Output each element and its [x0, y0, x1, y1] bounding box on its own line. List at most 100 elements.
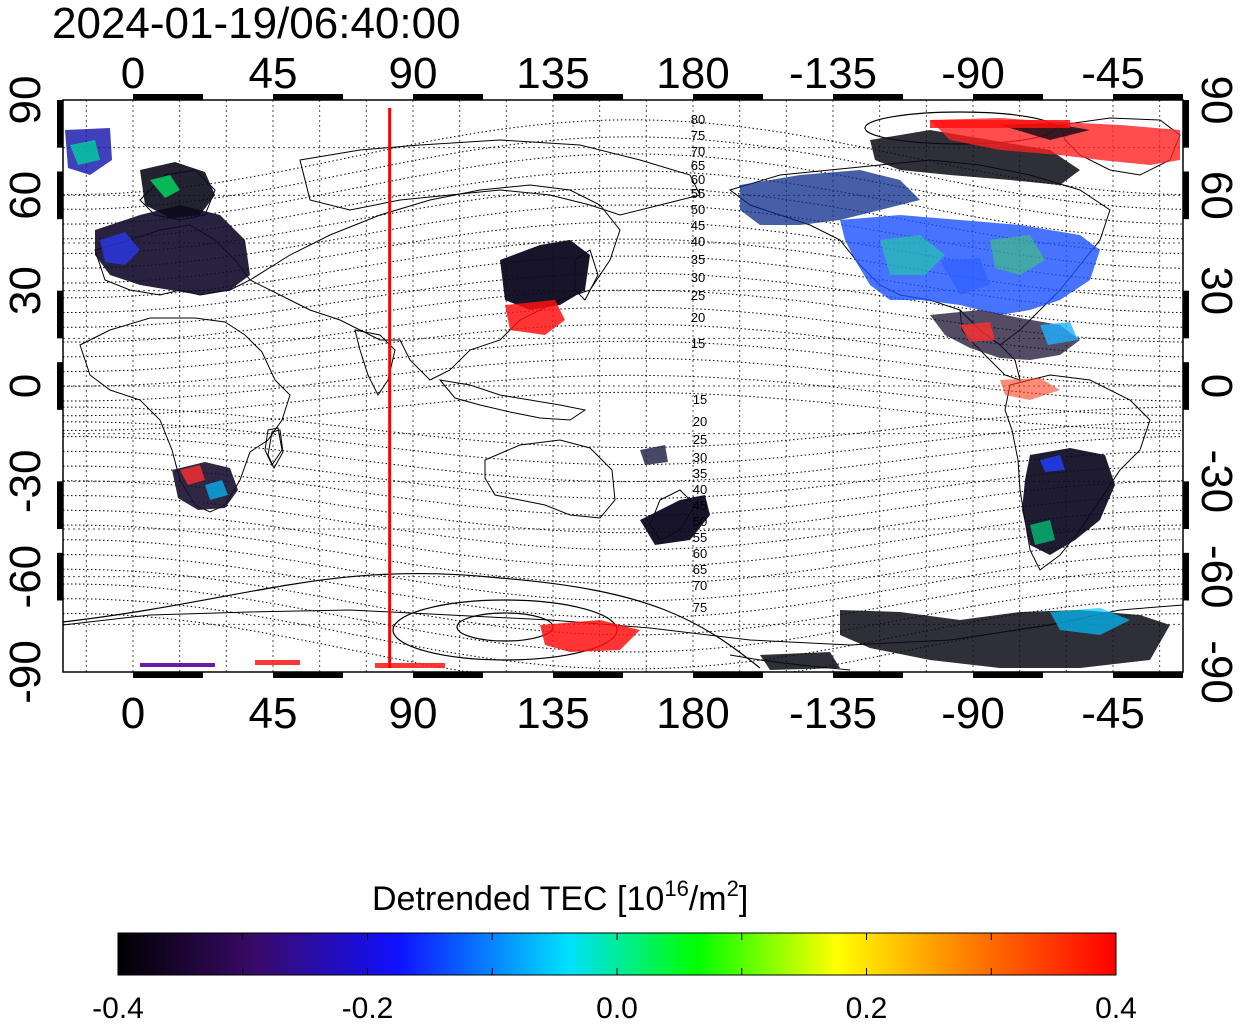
frame-bar-top — [833, 94, 903, 100]
y-tick-label-right: -60 — [1192, 545, 1240, 609]
x-tick-label-top: 0 — [121, 49, 145, 98]
y-tick-label-right: 90 — [1192, 76, 1240, 125]
frame-bar-bottom — [973, 672, 1043, 678]
frame-bar-left — [57, 100, 63, 148]
frame-bar-bottom — [833, 672, 903, 678]
x-tick-label-bottom: 135 — [516, 689, 589, 738]
y-tick-label-left: 0 — [1, 374, 50, 398]
frame-bar-left — [57, 481, 63, 529]
y-ticks-right: 90 60 30 0 -30 -60 -90 — [1192, 76, 1240, 704]
contour-label-south: 30 — [693, 450, 707, 465]
contour-label-south: 25 — [693, 432, 707, 447]
y-tick-label-left: 30 — [1, 266, 50, 315]
y-tick-label-right: 30 — [1192, 266, 1240, 315]
y-tick-label-right: -30 — [1192, 450, 1240, 514]
y-tick-label-right: 60 — [1192, 171, 1240, 220]
contour-line — [63, 539, 1183, 602]
frame-bar-bottom — [133, 672, 203, 678]
contour-label-north: 80 — [691, 112, 705, 127]
contour-label-north: 75 — [691, 128, 705, 143]
contour-line — [63, 598, 1183, 670]
frame-bar-top — [413, 94, 483, 100]
contour-line — [63, 554, 1183, 619]
south-contour-outer — [63, 572, 761, 669]
y-tick-label-left: -60 — [1, 545, 50, 609]
map-contents — [63, 100, 1183, 672]
contour-line — [63, 436, 1183, 483]
contour-label-south: 75 — [693, 600, 707, 615]
contour-label-north: 35 — [691, 252, 705, 267]
contour-label-north: 70 — [691, 144, 705, 159]
contour-labels: 8075706560555045403530252015152025303540… — [691, 112, 707, 615]
frame-bar-left — [57, 362, 63, 410]
contour-label-south: 55 — [693, 530, 707, 545]
contour-label-south: 35 — [693, 466, 707, 481]
colorbar-tick-label: 0.4 — [1095, 992, 1137, 1024]
contour-label-north: 15 — [691, 336, 705, 351]
contour-line — [63, 170, 1183, 240]
frame-bar-left — [57, 290, 63, 339]
colorbar-ticks: -0.4 -0.2 0.0 0.2 0.4 — [92, 933, 1137, 1024]
contour-label-north: 55 — [691, 186, 705, 201]
x-tick-label-bottom: -90 — [941, 689, 1005, 738]
frame-bar-right — [1183, 171, 1189, 220]
contour-label-south: 15 — [693, 392, 707, 407]
contour-label-north: 60 — [691, 172, 705, 187]
contour-label-south: 45 — [693, 498, 707, 513]
colorbar-tick-label: -0.4 — [92, 992, 144, 1024]
x-ticks-top: 0 45 90 135 180 -135 -90 -45 — [121, 49, 1145, 98]
contour-label-south: 70 — [693, 578, 707, 593]
y-tick-label-right: 0 — [1192, 374, 1240, 398]
colorbar-tick-label: -0.2 — [342, 992, 394, 1024]
x-tick-label-bottom: 0 — [121, 689, 145, 738]
contour-line — [63, 374, 1183, 417]
frame-bar-top — [273, 94, 343, 100]
contour-label-north: 50 — [691, 202, 705, 217]
contour-line — [63, 421, 1183, 466]
x-tick-label-top: -90 — [941, 49, 1005, 98]
contour-label-north: 20 — [691, 310, 705, 325]
contour-label-south: 65 — [693, 562, 707, 577]
contour-line — [63, 340, 1183, 387]
contour-label-south: 50 — [693, 514, 707, 529]
y-tick-label-left: -90 — [1, 640, 50, 704]
y-tick-label-left: -30 — [1, 450, 50, 514]
contour-line — [63, 187, 1183, 254]
contour-label-north: 40 — [691, 234, 705, 249]
x-tick-label-top: 135 — [516, 49, 589, 98]
contour-line — [63, 406, 1183, 448]
x-tick-label-bottom: -135 — [789, 689, 877, 738]
frame-bar-top — [973, 94, 1043, 100]
frame-bar-bottom — [693, 672, 763, 678]
frame-bar-top — [693, 94, 763, 100]
colorbar-tick-label: 0.2 — [846, 992, 888, 1024]
y-ticks-left: 90 60 30 0 -30 -60 -90 — [1, 76, 50, 704]
frame-bar-right — [1183, 100, 1189, 148]
colorbar-title: Detrended TEC [1016/m2] — [372, 876, 748, 918]
x-tick-label-bottom: 90 — [389, 689, 438, 738]
contour-label-south: 40 — [693, 482, 707, 497]
frame-bar-bottom — [413, 672, 483, 678]
frame-bar-right — [1183, 290, 1189, 339]
colorbar-tick-label: 0.0 — [596, 992, 638, 1024]
x-tick-label-top: 180 — [656, 49, 729, 98]
contour-line — [63, 524, 1183, 585]
contour-label-south: 20 — [693, 414, 707, 429]
frame-bar-right — [1183, 362, 1189, 410]
x-tick-label-top: 90 — [389, 49, 438, 98]
contour-label-north: 30 — [691, 270, 705, 285]
x-tick-label-bottom: 45 — [249, 689, 298, 738]
lat-lon-grid — [63, 100, 1183, 672]
contour-line — [63, 357, 1183, 402]
frame-bar-bottom — [1113, 672, 1183, 678]
x-tick-label-bottom: 180 — [656, 689, 729, 738]
frame-bar-top — [133, 94, 203, 100]
contour-label-north: 45 — [691, 218, 705, 233]
contour-line — [63, 153, 1183, 225]
frame-bar-top — [553, 94, 623, 100]
x-tick-label-top: 45 — [249, 49, 298, 98]
contour-line — [63, 583, 1183, 653]
y-tick-label-left: 90 — [1, 76, 50, 125]
contour-label-north: 25 — [691, 288, 705, 303]
